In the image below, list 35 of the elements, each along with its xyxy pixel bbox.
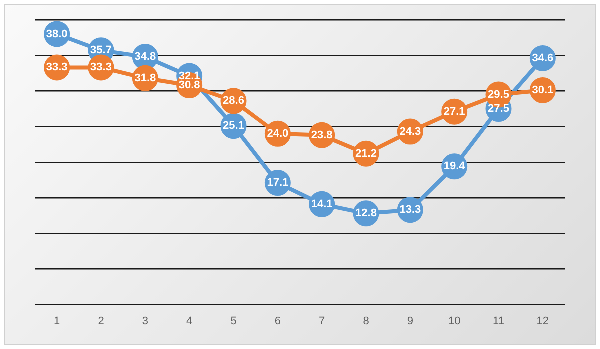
data-label: 30.8: [178, 80, 200, 92]
data-label: 34.6: [532, 52, 554, 64]
x-tick-label: 1: [54, 315, 60, 328]
data-label: 19.4: [444, 160, 466, 173]
data-label: 27.1: [444, 106, 466, 118]
x-tick-label: 8: [363, 315, 370, 328]
data-label: 38.0: [46, 28, 68, 40]
x-tick-label: 4: [186, 315, 193, 328]
data-label: 24.0: [267, 128, 289, 140]
x-tick-label: 2: [98, 315, 104, 328]
x-tick-label: 7: [319, 315, 326, 328]
data-label: 33.3: [46, 62, 68, 74]
data-label: 29.5: [488, 88, 510, 101]
data-label: 17.1: [267, 177, 289, 190]
data-label: 30.1: [532, 84, 554, 97]
data-label: 28.6: [223, 95, 244, 108]
x-tick-label: 12: [536, 315, 550, 328]
x-tick-label: 9: [407, 315, 414, 328]
data-label: 12.8: [356, 208, 377, 220]
x-tick-label: 5: [230, 315, 237, 328]
data-label: 34.8: [134, 51, 156, 64]
data-label: 13.3: [400, 204, 422, 216]
data-label: 25.1: [223, 120, 244, 132]
data-label: 35.7: [90, 44, 112, 57]
data-label: 24.3: [400, 126, 422, 138]
data-label: 31.8: [134, 72, 156, 84]
data-label: 21.2: [356, 148, 377, 160]
data-label: 14.1: [311, 198, 333, 210]
data-label: 23.8: [311, 129, 333, 142]
x-tick-label: 3: [142, 315, 148, 328]
data-label: 27.5: [488, 103, 510, 116]
x-tick-label: 10: [448, 315, 461, 328]
x-tick-label: 6: [274, 315, 281, 328]
x-tick-label: 11: [493, 315, 504, 328]
data-label: 33.3: [90, 62, 112, 74]
